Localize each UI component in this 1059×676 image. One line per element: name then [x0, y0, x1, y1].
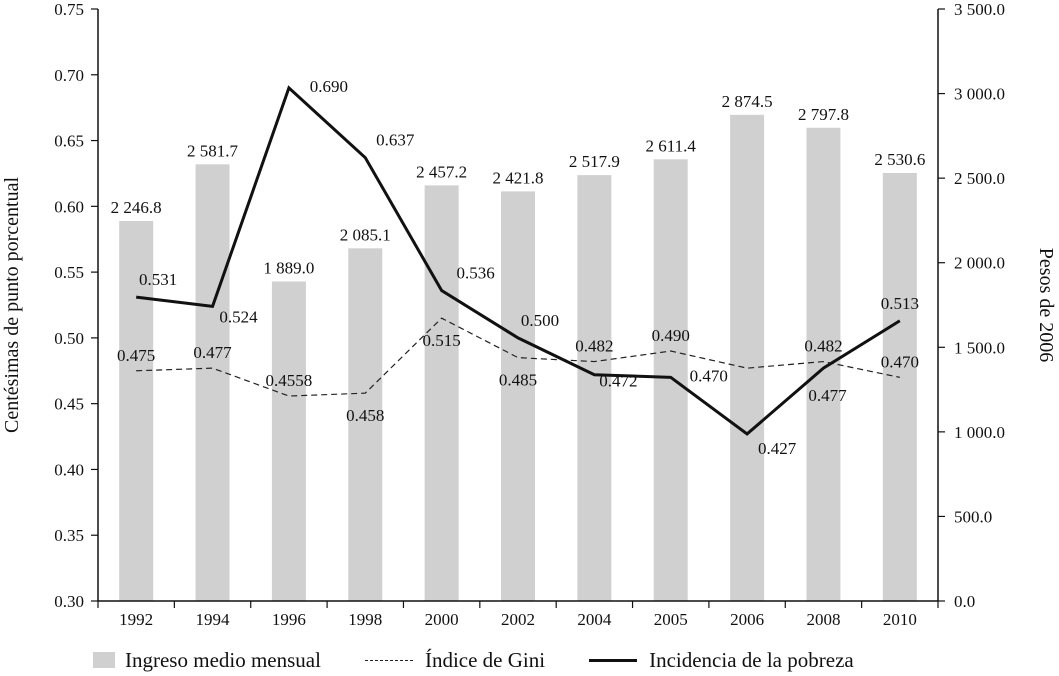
right-tick-label: 1 000.0 [954, 423, 1005, 442]
x-tick-label: 2005 [654, 610, 688, 629]
x-tick-label: 1998 [348, 610, 382, 629]
right-tick-label: 500.0 [954, 507, 992, 526]
left-tick-label: 0.60 [54, 197, 84, 216]
left-tick-label: 0.45 [54, 395, 84, 414]
poverty-label: 0.427 [758, 439, 797, 458]
lines-layer [136, 85, 901, 436]
left-tick-label: 0.40 [54, 460, 84, 479]
poverty-label: 0.500 [521, 311, 559, 330]
income-bar [195, 164, 230, 601]
poverty-label: 0.690 [310, 77, 348, 96]
gini-label: 0.470 [881, 352, 919, 371]
income-bar-label: 2 611.4 [646, 136, 697, 155]
left-tick-label: 0.30 [54, 592, 84, 611]
right-tick-label: 0.0 [954, 592, 975, 611]
axes-layer: 0.30 0.35 0.40 0.45 0.50 0.55 0.60 0.65 0.70 0.75… [1, 0, 1057, 629]
gini-label: 0.515 [423, 331, 461, 350]
gini-label: 0.482 [575, 337, 613, 356]
legend-label-gini: Índice de Gini [424, 647, 546, 672]
income-bar-label: 2 517.9 [569, 152, 620, 171]
bars-layer [119, 114, 917, 602]
gini-label: 0.477 [808, 386, 847, 405]
income-bar [501, 191, 535, 602]
left-tick-label: 0.50 [54, 329, 84, 348]
x-tick-label: 1994 [196, 610, 231, 629]
gini-label: 0.490 [652, 326, 690, 345]
gini-label: 0.477 [193, 343, 232, 362]
income-bar-label: 2 457.2 [416, 162, 467, 181]
income-bar-label: 2 530.6 [874, 150, 925, 169]
x-tick-label: 2006 [730, 610, 764, 629]
right-tick-label: 3 000.0 [954, 85, 1005, 104]
chart: 0.30 0.35 0.40 0.45 0.50 0.55 0.60 0.65 0.70 0.75… [1, 0, 1057, 629]
legend-swatch-income [93, 652, 115, 668]
legend-swatch-poverty [589, 658, 638, 662]
legend-item-poverty: Incidencia de la pobreza [589, 648, 854, 673]
income-bar-label: 2 874.5 [722, 92, 773, 111]
income-bar-label: 2 797.8 [798, 105, 849, 124]
x-tick-label: 1996 [272, 610, 306, 629]
poverty-label: 0.637 [376, 131, 415, 150]
legend-item-gini: Índice de Gini [364, 647, 546, 673]
poverty-label: 0.536 [457, 264, 495, 283]
poverty-label: 0.531 [139, 270, 177, 289]
x-tick-label: 2004 [577, 610, 612, 629]
left-axis-title: Centésimas de punto porcentual [1, 177, 23, 433]
legend: Ingreso medio mensual Índice de Gini Inc… [93, 647, 1053, 673]
legend-item-income: Ingreso medio mensual [93, 648, 321, 673]
gini-label: 0.485 [499, 371, 537, 390]
poverty-label: 0.470 [690, 366, 728, 385]
income-bar [348, 248, 383, 601]
right-tick-label: 1 500.0 [954, 338, 1005, 357]
income-bar [882, 172, 917, 601]
income-bar [424, 185, 459, 601]
gini-label: 0.475 [117, 346, 155, 365]
gini-label: 0.458 [346, 406, 384, 425]
right-tick-label: 3 500.0 [954, 0, 1005, 19]
legend-label-poverty: Incidencia de la pobreza [649, 647, 854, 672]
gini-label: 0.482 [804, 337, 842, 356]
left-tick-label: 0.75 [54, 0, 84, 19]
right-tick-label: 2 500.0 [954, 169, 1005, 188]
income-bar [119, 220, 154, 601]
right-axis-title: Pesos de 2006 [1035, 248, 1057, 362]
gini-line [136, 317, 900, 397]
right-tick-label: 2 000.0 [954, 254, 1005, 273]
poverty-line [136, 85, 901, 436]
income-bar [577, 175, 612, 601]
poverty-label: 0.524 [219, 307, 258, 326]
income-bar [653, 159, 688, 601]
income-bar [271, 281, 306, 601]
income-bar [730, 114, 765, 601]
income-bar [806, 127, 841, 601]
income-bar-label: 2 581.7 [187, 141, 239, 160]
labels-layer: 2 246.8 2 581.7 1 889.0 2 085.1 2 457.2 2 421… [111, 77, 926, 458]
income-bar-label: 2 421.8 [493, 168, 544, 187]
x-tick-label: 2002 [501, 610, 535, 629]
left-tick-label: 0.65 [54, 132, 84, 151]
x-tick-label: 2010 [883, 610, 917, 629]
poverty-label: 0.472 [599, 372, 637, 391]
x-tick-label: 2000 [425, 610, 459, 629]
legend-swatch-gini [364, 659, 413, 661]
left-tick-label: 0.70 [54, 66, 84, 85]
gini-label: 0.4558 [266, 371, 313, 390]
income-bar-label: 1 889.0 [263, 258, 314, 277]
x-tick-label: 2008 [806, 610, 840, 629]
income-bar-label: 2 246.8 [111, 198, 162, 217]
x-tick-label: 1992 [119, 610, 153, 629]
legend-label-income: Ingreso medio mensual [125, 647, 321, 672]
income-bar-label: 2 085.1 [340, 225, 391, 244]
left-tick-label: 0.55 [54, 263, 84, 282]
left-tick-label: 0.35 [54, 526, 84, 545]
poverty-label: 0.513 [881, 294, 919, 313]
